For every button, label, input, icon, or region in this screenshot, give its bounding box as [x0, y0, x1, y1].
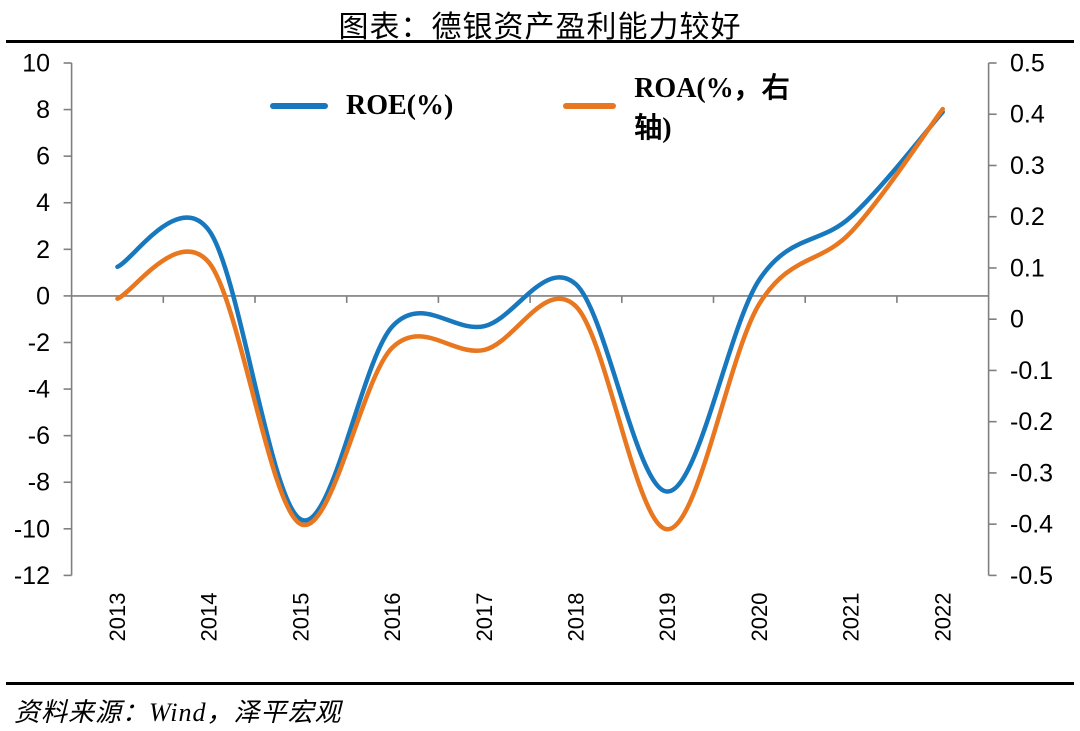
bottom-divider: [6, 682, 1074, 685]
right-axis-tick-label: -0.4: [1010, 511, 1053, 539]
legend-item-roa: ROA(%，右轴): [563, 66, 810, 146]
left-axis-tick-label: 4: [36, 189, 50, 217]
legend-label-roa: ROA(%，右轴): [634, 73, 790, 144]
chart-title: 图表：德银资产盈利能力较好: [338, 11, 742, 44]
roa-line-swatch: [563, 103, 617, 109]
roe-line-swatch: [270, 103, 328, 109]
right-axis-tick-label: -0.3: [1010, 459, 1053, 487]
x-axis-year-label: 2018: [563, 593, 588, 642]
right-axis-tick-label: -0.2: [1010, 408, 1053, 436]
right-axis-tick-label: 0.1: [1010, 254, 1045, 282]
legend-item-roe: ROE(%): [270, 90, 453, 122]
right-axis-tick-label: -0.5: [1010, 562, 1053, 590]
left-axis-tick-label: 2: [36, 236, 50, 264]
left-axis-tick-label: 0: [36, 282, 50, 310]
x-axis-year-label: 2017: [472, 593, 497, 642]
legend-label-roe: ROE(%): [346, 90, 454, 121]
left-axis-tick-label: -2: [28, 329, 50, 357]
x-axis-year-label: 2015: [288, 593, 313, 642]
x-axis-year-label: 2020: [747, 593, 772, 642]
right-axis-tick-label: 0.3: [1010, 152, 1045, 180]
x-axis-year-label: 2013: [105, 593, 130, 642]
x-axis-year-label: 2021: [839, 593, 864, 642]
top-divider: [6, 40, 1074, 43]
right-axis-tick-label: 0.4: [1010, 101, 1045, 129]
x-axis-year-label: 2014: [197, 593, 222, 642]
right-axis-tick-label: 0.2: [1010, 203, 1045, 231]
left-axis-tick-label: 8: [36, 96, 50, 124]
roa-curve: [115, 106, 945, 532]
right-axis-tick-label: 0: [1010, 306, 1024, 334]
left-axis-tick-label: 10: [22, 50, 50, 78]
left-axis-tick-label: 6: [36, 143, 50, 171]
x-axis-year-label: 2019: [655, 593, 680, 642]
left-axis-tick-label: -4: [28, 376, 50, 404]
left-axis-tick-label: -12: [14, 562, 50, 590]
left-axis-tick-label: -6: [28, 422, 50, 450]
chart-legend: ROE(%) ROA(%，右轴): [270, 66, 810, 146]
source-note: 资料来源：Wind，泽平宏观: [14, 698, 342, 727]
left-axis-tick-label: -8: [28, 469, 50, 497]
x-axis-year-label: 2022: [930, 593, 955, 642]
right-axis-tick-label: -0.1: [1010, 357, 1053, 385]
right-axis-tick-label: 0.5: [1010, 50, 1045, 78]
roe-curve: [115, 109, 945, 523]
x-axis-year-label: 2016: [380, 593, 405, 642]
left-axis-tick-label: -10: [14, 515, 50, 543]
